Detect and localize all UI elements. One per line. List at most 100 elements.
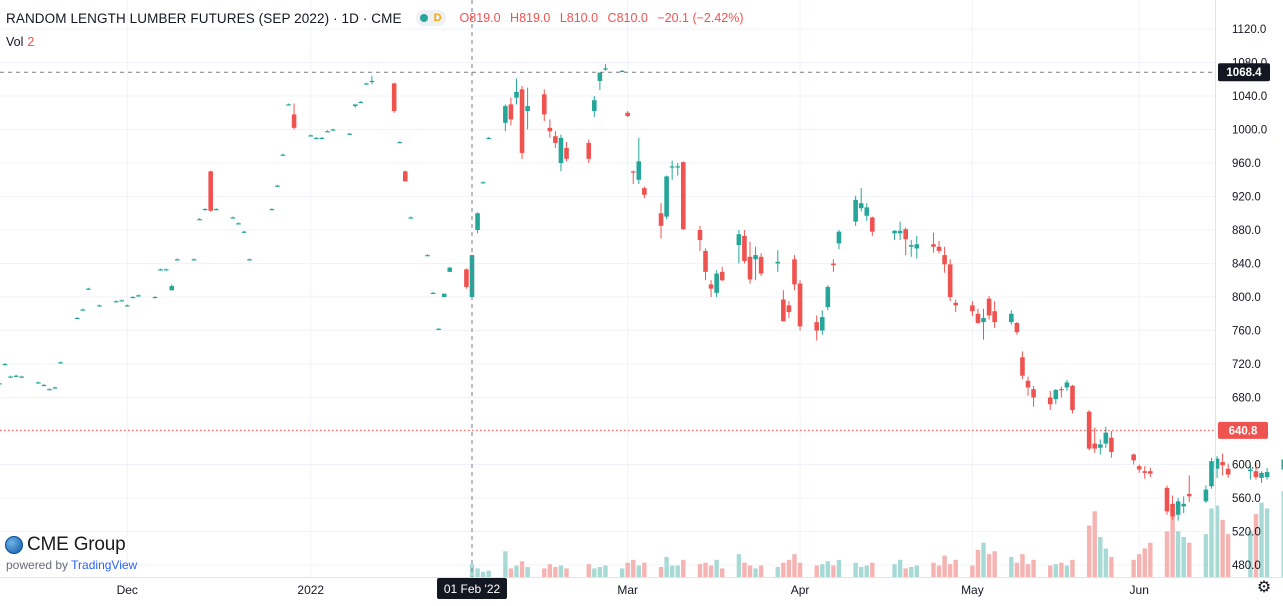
candle-body <box>130 297 136 299</box>
powered-by[interactable]: powered by TradingView <box>6 558 137 572</box>
change-value: −20.1 (−2.42%) <box>657 11 744 25</box>
candle <box>397 141 403 144</box>
volume-bar <box>947 564 953 577</box>
volume-bar <box>753 568 758 577</box>
volume-bar <box>1092 511 1097 577</box>
volume-legend[interactable]: Vol 2 <box>6 35 34 49</box>
candle <box>325 130 330 133</box>
candle <box>152 296 158 299</box>
candle <box>697 225 703 251</box>
y-tick-label: 840.0 <box>1232 259 1261 271</box>
volume-bar <box>936 565 942 577</box>
candle-body <box>1097 444 1103 448</box>
candle <box>36 381 41 384</box>
candle <box>630 170 636 184</box>
volume-bar <box>1142 548 1147 577</box>
candle-body <box>825 286 831 308</box>
candle <box>897 221 903 241</box>
candle <box>947 259 953 302</box>
candle <box>970 301 975 317</box>
volume-bar <box>1137 554 1142 577</box>
candle <box>981 308 986 340</box>
candle-body <box>213 209 219 211</box>
candle <box>642 186 647 199</box>
cme-logo[interactable]: CME Group <box>5 534 126 556</box>
volume-bar <box>1259 502 1264 577</box>
candle-body <box>113 301 119 303</box>
volume-bar <box>1014 562 1020 577</box>
volume-bar <box>1086 525 1092 577</box>
volume-bar <box>1020 554 1025 577</box>
candle <box>819 310 825 335</box>
candle-body <box>742 235 747 261</box>
candle <box>1142 466 1148 479</box>
candle <box>1031 385 1036 407</box>
candle-body <box>1214 458 1220 469</box>
candle-body <box>197 219 202 221</box>
volume-bar <box>831 565 836 577</box>
candle <box>486 137 491 140</box>
candle-body <box>586 142 592 159</box>
candle <box>736 230 742 264</box>
candle <box>330 128 336 131</box>
candle <box>464 268 469 289</box>
candle-body <box>1170 503 1175 517</box>
x-tick-label: Apr <box>791 583 810 597</box>
volume-bar <box>586 564 591 577</box>
candle-body <box>486 137 491 140</box>
candle <box>525 87 530 130</box>
volume-label: Vol <box>6 35 24 49</box>
candle <box>564 142 569 162</box>
volume-bar <box>1225 534 1231 577</box>
candle <box>0 383 2 385</box>
candle <box>475 212 480 234</box>
candle-body <box>325 131 330 133</box>
volume-bar <box>836 559 842 577</box>
candle-body <box>547 127 553 132</box>
candle <box>1225 463 1231 478</box>
candle-body <box>719 271 725 281</box>
candle-body <box>441 293 447 297</box>
candle-body <box>436 328 441 331</box>
volume-bar <box>720 568 725 577</box>
candle <box>1131 453 1136 465</box>
volume-bar <box>642 562 647 577</box>
candle-body <box>642 188 647 195</box>
candle-body <box>514 91 519 98</box>
candle-body <box>280 154 286 156</box>
tradingview-link[interactable]: TradingView <box>71 558 138 572</box>
candle <box>364 82 369 85</box>
candle <box>208 170 213 212</box>
volume-bar <box>853 562 858 577</box>
candle-body <box>1148 471 1153 474</box>
candle <box>870 216 875 236</box>
volume-bar <box>664 557 669 577</box>
candle-body <box>870 217 875 232</box>
settings-gear-icon[interactable]: ⚙ <box>1256 579 1272 596</box>
candle <box>786 301 792 318</box>
candle <box>603 64 608 71</box>
candle <box>352 104 358 108</box>
symbol-title[interactable]: RANDOM LENGTH LUMBER FUTURES (SEP 2022) … <box>6 10 402 26</box>
candle <box>853 195 858 226</box>
candle-body <box>275 185 280 187</box>
candle-body <box>364 83 369 85</box>
candle <box>1264 467 1270 480</box>
candle <box>658 203 664 239</box>
candle-body <box>1209 461 1214 487</box>
candle <box>775 250 781 272</box>
candle <box>1097 439 1103 455</box>
volume-bar <box>953 559 958 577</box>
candle-body <box>947 264 953 297</box>
volume-bar <box>1098 537 1103 577</box>
candle-body <box>352 104 358 107</box>
candle-body <box>1059 389 1064 391</box>
market-status-badge[interactable]: D <box>415 10 446 26</box>
crosshair-price-value: 1068.4 <box>1226 67 1262 79</box>
candle <box>703 248 708 281</box>
volume-bar <box>697 564 703 577</box>
candle <box>986 296 992 320</box>
candle-body <box>191 259 197 261</box>
candle-body <box>597 72 603 81</box>
